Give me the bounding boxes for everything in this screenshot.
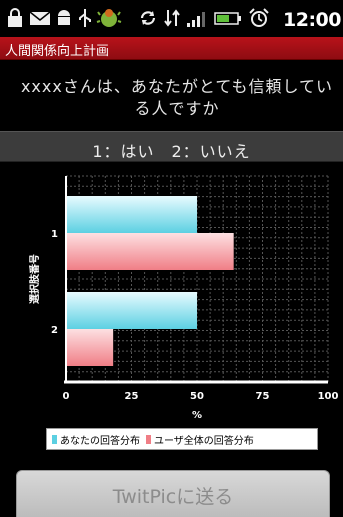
app-title: 人間関係向上計画 (5, 44, 110, 59)
x-tick-label: 50 (190, 391, 204, 402)
answer-choices-text: 1：はい 2：いいえ (92, 142, 251, 161)
mail-icon (29, 11, 51, 25)
legend-label-all-users: ユーザ全体の回答分布 (154, 435, 254, 447)
bar-all-users-choice-1 (66, 233, 234, 270)
usb-icon (79, 9, 91, 27)
send-to-twitpic-button[interactable]: TwitPicに送る (16, 470, 330, 517)
signal-icon (187, 12, 205, 27)
y-axis-label: 選択肢番号 (28, 254, 41, 304)
legend-item-all-users: ユーザ全体の回答分布 (146, 432, 254, 447)
data-arrows-icon (164, 9, 180, 27)
sync-icon (140, 11, 156, 25)
alarm-icon (249, 8, 269, 27)
lock-icon (8, 8, 22, 27)
x-axis-label: % (192, 410, 202, 421)
y-tick-label-1: 1 (51, 229, 58, 240)
send-button-label: TwitPicに送る (112, 486, 234, 508)
chart-legend: あなたの回答分布 ユーザ全体の回答分布 (46, 428, 318, 450)
x-tick-label: 75 (256, 391, 270, 402)
legend-swatch-all-users (146, 434, 151, 444)
legend-item-your-answers: あなたの回答分布 (52, 432, 140, 447)
answer-choices-bar: 1：はい 2：いいえ (0, 131, 343, 162)
bar-chart: 1 2 0 25 50 75 100% 選択肢番号 (28, 175, 339, 421)
android-icon (58, 10, 70, 25)
y-tick-label-2: 2 (51, 325, 58, 336)
bar-your-answers-choice-1 (66, 196, 197, 233)
x-tick-label: 100 (318, 391, 339, 402)
x-tick-label: 25 (125, 391, 139, 402)
battery-icon (214, 12, 241, 25)
legend-swatch-your-answers (52, 434, 57, 444)
x-tick-label: 0 (63, 391, 70, 402)
app-title-bar: 人間関係向上計画 (0, 37, 343, 60)
bug-icon (96, 9, 122, 27)
answer-distribution-chart: 1 2 0 25 50 75 100% 選択肢番号 (0, 162, 343, 462)
question-text: xxxxさんは、あなたがとても信頼している人ですか (20, 77, 334, 118)
status-bar: 12:00 (0, 0, 343, 37)
clock-time: 12:00 (283, 9, 341, 31)
bar-all-users-choice-2 (66, 329, 114, 366)
bar-your-answers-choice-2 (66, 292, 197, 329)
legend-label-your-answers: あなたの回答分布 (60, 435, 140, 447)
